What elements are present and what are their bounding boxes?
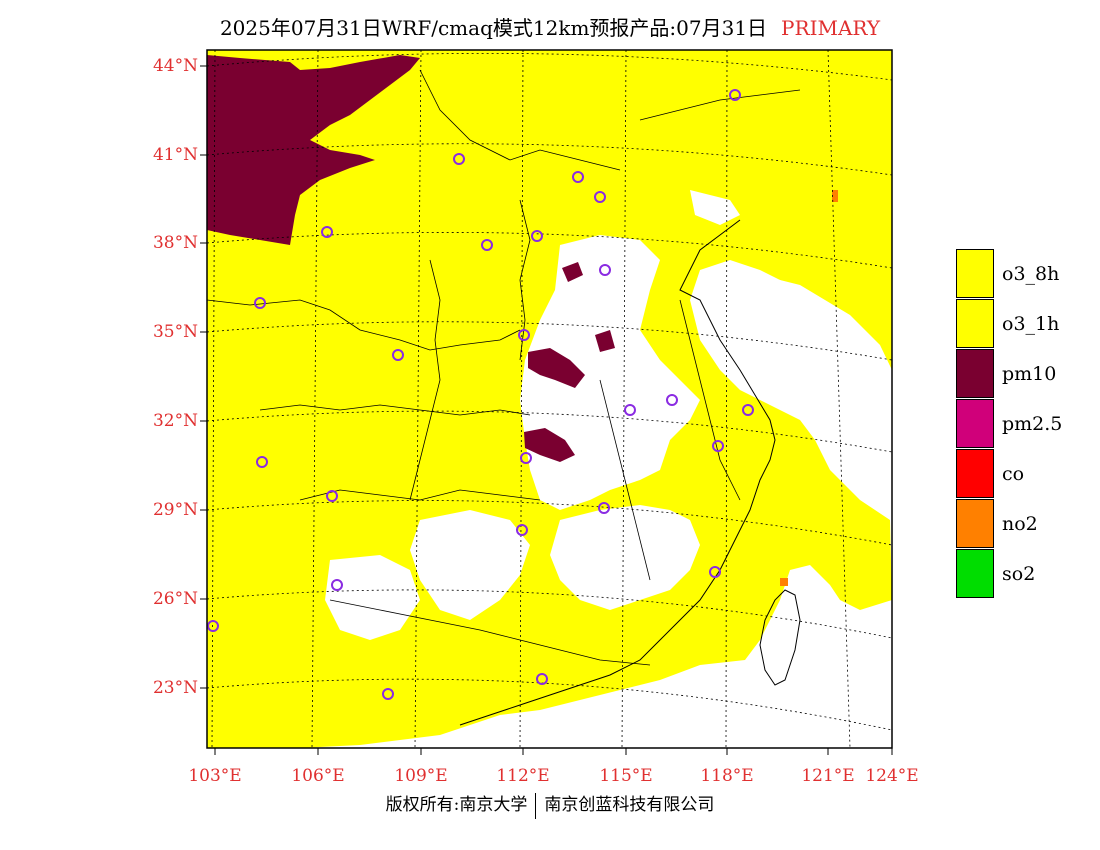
clean-region-south <box>550 505 700 610</box>
station-markers <box>207 89 754 700</box>
legend-item-o3-8h: o3_8h <box>956 249 1100 299</box>
pm10-patch-east <box>595 330 615 352</box>
pollutant-legend: o3_8h o3_1h pm10 pm2.5 co no2 so2 <box>956 249 1100 599</box>
legend-label: pm10 <box>1002 363 1057 385</box>
legend-swatch <box>956 499 994 548</box>
pm10-patch-central <box>528 348 585 388</box>
legend-item-pm25: pm2.5 <box>956 399 1100 449</box>
lon-label: 118°E <box>700 766 754 786</box>
legend-swatch <box>956 299 994 348</box>
legend-label: no2 <box>1002 513 1038 535</box>
lat-label: 35°N <box>152 322 198 342</box>
coastline <box>459 219 776 726</box>
taiwan-outline <box>759 589 801 686</box>
legend-item-no2: no2 <box>956 499 1100 549</box>
legend-swatch <box>956 399 994 448</box>
lat-label: 26°N <box>152 589 198 609</box>
legend-item-pm10: pm10 <box>956 349 1100 399</box>
title-main: 2025年07月31日WRF/cmaq模式12km预报产品:07月31日 <box>219 16 768 40</box>
lat-label: 38°N <box>152 233 198 253</box>
legend-label: so2 <box>1002 563 1036 585</box>
lat-label: 23°N <box>152 678 198 698</box>
pm10-patch-north <box>562 262 583 282</box>
lon-label: 124°E <box>865 766 919 786</box>
legend-swatch <box>956 449 994 498</box>
lat-label: 32°N <box>152 411 198 431</box>
legend-item-co: co <box>956 449 1100 499</box>
legend-item-o3-1h: o3_1h <box>956 299 1100 349</box>
no2-patch-north <box>832 190 838 202</box>
lon-label: 103°E <box>188 766 242 786</box>
copyright-company: 南京创蓝科技有限公司 <box>544 795 715 815</box>
map-frame <box>206 49 893 749</box>
lat-label: 29°N <box>152 500 198 520</box>
province-boundaries <box>207 69 801 666</box>
legend-swatch <box>956 349 994 398</box>
legend-label: o3_8h <box>1002 263 1060 285</box>
clean-region-sw <box>410 510 530 620</box>
legend-swatch <box>956 549 994 598</box>
lon-label: 112°E <box>496 766 550 786</box>
legend-label: pm2.5 <box>1002 413 1063 435</box>
legend-swatch <box>956 249 994 298</box>
lat-label: 41°N <box>152 145 198 165</box>
clean-region-north <box>690 190 740 225</box>
lon-label: 109°E <box>394 766 448 786</box>
clean-region-sea-east <box>730 270 892 410</box>
pm10-region-northwest <box>207 55 420 245</box>
pm10-patch-south <box>524 428 575 462</box>
footer-divider <box>535 792 537 819</box>
axis-ticks <box>200 65 893 755</box>
lon-label: 121°E <box>801 766 855 786</box>
map-title: 2025年07月31日WRF/cmaq模式12km预报产品:07月31日 PRIM… <box>0 12 1100 41</box>
copyright-owner: 版权所有:南京大学 <box>385 795 528 815</box>
lon-label: 106°E <box>291 766 345 786</box>
legend-item-so2: so2 <box>956 549 1100 599</box>
clean-region-west <box>325 555 420 640</box>
copyright-footer: 版权所有:南京大学 南京创蓝科技有限公司 <box>0 790 1100 819</box>
lon-label: 115°E <box>599 766 653 786</box>
legend-label: co <box>1002 463 1025 485</box>
lat-label: 44°N <box>152 56 198 76</box>
product-type-label: PRIMARY <box>781 16 881 40</box>
legend-label: o3_1h <box>1002 313 1060 335</box>
no2-patch-coast <box>780 578 788 586</box>
